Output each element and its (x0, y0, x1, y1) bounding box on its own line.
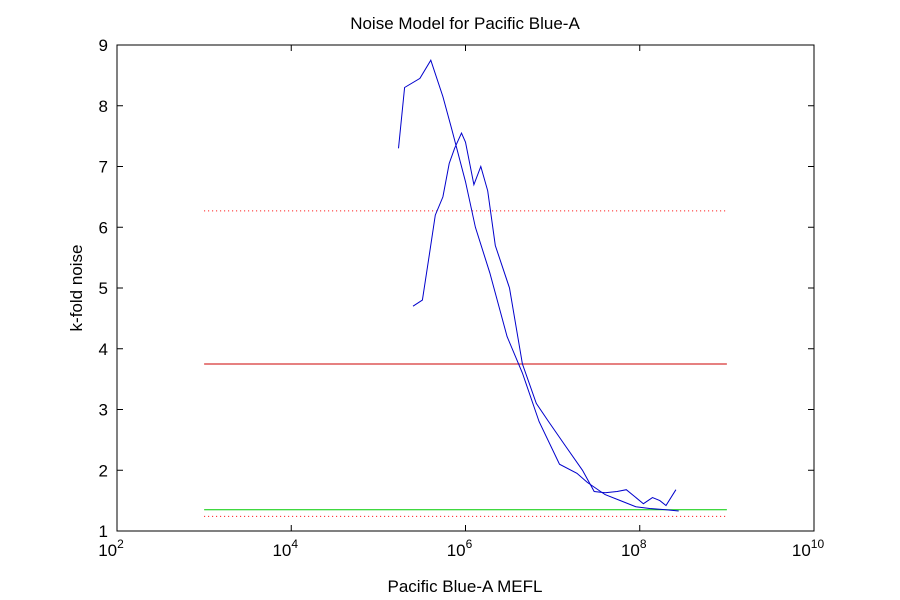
y-tick-label: 8 (99, 97, 108, 116)
reference-lines (204, 210, 727, 517)
series-line-1 (412, 131, 677, 507)
x-tick-label: 106 (447, 537, 473, 560)
y-tick-label: 2 (99, 461, 108, 480)
series-line-0 (398, 59, 679, 512)
x-tick-label: 108 (621, 537, 647, 560)
y-tick-label: 7 (99, 158, 108, 177)
x-axis-label: Pacific Blue-A MEFL (388, 577, 543, 596)
y-tick-label: 6 (99, 218, 108, 237)
y-tick-label: 3 (99, 401, 108, 420)
x-tick-label: 104 (272, 537, 298, 560)
data-series (398, 59, 679, 512)
x-tick-label: 1010 (792, 537, 825, 560)
y-axis-ticks: 1 2 3 4 5 6 7 8 9 (99, 36, 814, 541)
chart-title: Noise Model for Pacific Blue-A (350, 14, 580, 33)
x-axis-ticks: 102 104 106 108 1010 (98, 45, 824, 560)
y-tick-label: 9 (99, 36, 108, 55)
y-tick-label: 1 (99, 522, 108, 541)
plot-area (116, 44, 815, 532)
y-axis-label: k-fold noise (67, 245, 86, 332)
y-tick-label: 4 (99, 340, 108, 359)
x-tick-label: 102 (98, 537, 124, 560)
y-tick-label: 5 (99, 279, 108, 298)
